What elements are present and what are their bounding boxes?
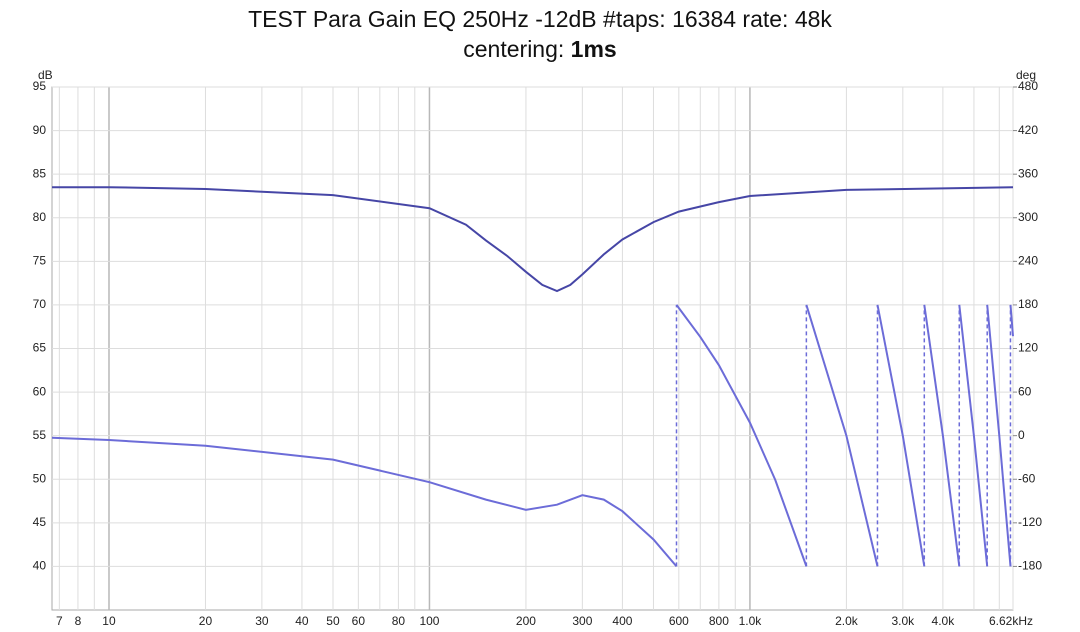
y2-tick-label: 240	[1018, 254, 1038, 268]
y-tick-label: 85	[33, 166, 47, 180]
y2-tick-label: 300	[1018, 210, 1038, 224]
chart-title: TEST Para Gain EQ 250Hz -12dB #taps: 163…	[248, 6, 832, 32]
y2-tick-label: 420	[1018, 123, 1038, 137]
x-tick-label: 8	[75, 614, 82, 628]
y2-tick-label: 180	[1018, 297, 1038, 311]
y-tick-label: 40	[33, 559, 47, 573]
x-tick-label: 300	[572, 614, 592, 628]
y2-tick-label: 0	[1018, 428, 1025, 442]
x-tick-label: 4.0k	[932, 614, 956, 628]
x-tick-label: 600	[669, 614, 689, 628]
y-tick-label: 60	[33, 384, 47, 398]
subtitle-label: centering:	[463, 36, 564, 62]
y-tick-label: 95	[33, 79, 47, 93]
y-tick-label: 90	[33, 123, 47, 137]
y-tick-label: 45	[33, 515, 47, 529]
y-tick-label: 80	[33, 210, 47, 224]
y-tick-label: 55	[33, 428, 47, 442]
x-tick-label: 40	[295, 614, 309, 628]
x-tick-label: 7	[56, 614, 63, 628]
x-tick-label: 2.0k	[835, 614, 859, 628]
y2-tick-label: 60	[1018, 384, 1032, 398]
x-tick-label: 20	[199, 614, 213, 628]
y2-unit: deg	[1016, 68, 1036, 82]
chart-subtitle: centering: 1ms	[463, 36, 616, 62]
y2-tick-label: -180	[1018, 559, 1042, 573]
x-tick-label: 80	[392, 614, 406, 628]
y2-tick-label: -120	[1018, 515, 1042, 529]
x-tick-label: 100	[419, 614, 439, 628]
series-line	[52, 186, 1014, 293]
x-tick-label: 3.0k	[891, 614, 915, 628]
y2-tick-label: 360	[1018, 166, 1038, 180]
x-tick-label: 6.62kHz	[989, 614, 1033, 628]
y-tick-label: 50	[33, 471, 47, 485]
x-tick-label: 800	[709, 614, 729, 628]
x-tick-label: 200	[516, 614, 536, 628]
y-tick-label: 70	[33, 297, 47, 311]
y2-tick-label: -60	[1018, 471, 1036, 485]
x-tick-label: 400	[612, 614, 632, 628]
series-line	[51, 304, 1014, 568]
subtitle-value: 1ms	[571, 36, 617, 62]
y-tick-label: 65	[33, 341, 47, 355]
x-tick-label: 10	[102, 614, 116, 628]
x-tick-label: 1.0k	[739, 614, 763, 628]
x-tick-label: 30	[255, 614, 269, 628]
x-tick-label: 60	[352, 614, 366, 628]
y-unit: dB	[38, 68, 53, 82]
x-tick-label: 50	[326, 614, 340, 628]
y2-tick-label: 120	[1018, 341, 1038, 355]
y-tick-label: 75	[33, 254, 47, 268]
y2-tick-label: 480	[1018, 79, 1038, 93]
